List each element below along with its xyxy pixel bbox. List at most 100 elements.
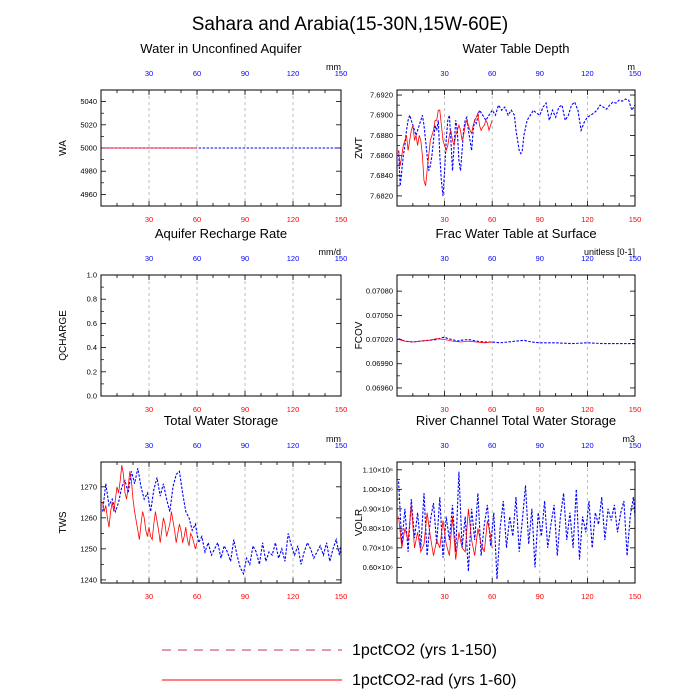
y-tick-label: 0.07050 xyxy=(366,311,393,320)
x-tick-label-bottom: 60 xyxy=(193,215,201,224)
x-tick-label-bottom: 30 xyxy=(440,215,448,224)
y-tick-label: 0.60×10⁶ xyxy=(363,563,393,572)
x-tick-label-bottom: 90 xyxy=(241,405,249,414)
x-tick-label-top: 60 xyxy=(193,254,201,263)
y-tick-label: 5040 xyxy=(80,97,97,106)
y-tick-label: 7.6840 xyxy=(370,171,393,180)
x-tick-label-bottom: 90 xyxy=(241,592,249,601)
x-tick-label-top: 150 xyxy=(629,441,642,450)
y-tick-label: 7.6920 xyxy=(370,91,393,100)
y-tick-label: 7.6900 xyxy=(370,111,393,120)
x-tick-label-top: 90 xyxy=(536,69,544,78)
panel-3: Frac Water Table at Surface unitless [0-1… xyxy=(354,226,641,414)
x-tick-label-top: 60 xyxy=(488,69,496,78)
panel-title: Total Water Storage xyxy=(164,413,278,428)
y-tick-label: 0.2 xyxy=(87,367,97,376)
x-tick-label-top: 120 xyxy=(287,441,300,450)
x-tick-label-top: 150 xyxy=(335,441,348,450)
y-axis-label: QCHARGE xyxy=(58,310,69,361)
x-tick-label-bottom: 150 xyxy=(335,215,348,224)
x-tick-label-top: 30 xyxy=(440,254,448,263)
panel-units: mm xyxy=(326,434,341,444)
x-tick-label-top: 90 xyxy=(536,254,544,263)
panel-title: River Channel Total Water Storage xyxy=(416,413,616,428)
y-tick-label: 7.6880 xyxy=(370,131,393,140)
plot-frame xyxy=(100,89,342,207)
panel-units: mm xyxy=(326,62,341,72)
x-tick-label-bottom: 60 xyxy=(488,405,496,414)
y-tick-label: 0.06990 xyxy=(366,359,393,368)
plot-frame xyxy=(396,89,636,207)
x-tick-label-bottom: 30 xyxy=(145,215,153,224)
y-tick-label: 0.0 xyxy=(87,392,97,401)
x-tick-label-top: 120 xyxy=(287,254,300,263)
panel-title: Water in Unconfined Aquifer xyxy=(140,41,302,56)
y-tick-label: 0.4 xyxy=(87,343,97,352)
x-tick-label-bottom: 30 xyxy=(440,405,448,414)
y-tick-label: 1.0 xyxy=(87,271,97,280)
x-tick-label-bottom: 150 xyxy=(629,592,642,601)
panel-2: Aquifer Recharge Rate mm/d 30 30 60 60 90 90 120… xyxy=(58,226,347,414)
x-tick-label-top: 90 xyxy=(536,441,544,450)
x-tick-label-top: 120 xyxy=(287,69,300,78)
y-tick-label: 0.80×10⁶ xyxy=(363,524,393,533)
y-axis-label: FCOV xyxy=(354,321,365,349)
series-line-1pctco2 xyxy=(398,471,635,580)
x-tick-label-top: 30 xyxy=(440,69,448,78)
panel-0: Water in Unconfined Aquifer mm 30 30 60 60 90 9… xyxy=(58,41,347,224)
x-tick-label-bottom: 120 xyxy=(287,405,300,414)
panel-4: Total Water Storage mm 30 30 60 60 90 90 120 120 1… xyxy=(58,413,347,601)
x-tick-label-top: 60 xyxy=(193,69,201,78)
y-tick-label: 0.70×10⁶ xyxy=(363,543,393,552)
series-line-1pctco2 xyxy=(398,336,635,345)
x-tick-label-bottom: 120 xyxy=(581,592,594,601)
x-tick-label-top: 60 xyxy=(193,441,201,450)
y-tick-label: 0.07020 xyxy=(366,335,393,344)
x-tick-label-top: 120 xyxy=(581,254,594,263)
series-line-1pctco2-rad xyxy=(102,465,198,549)
panel-1: Water Table Depth m 30 30 60 60 90 90 120 120 150 1… xyxy=(354,41,641,224)
x-tick-label-top: 30 xyxy=(145,69,153,78)
x-tick-label-top: 150 xyxy=(629,69,642,78)
plot-frame xyxy=(100,274,342,397)
x-tick-label-top: 90 xyxy=(241,441,249,450)
y-axis-label: VOLR xyxy=(354,509,365,536)
x-tick-label-bottom: 120 xyxy=(287,215,300,224)
x-tick-label-bottom: 60 xyxy=(193,405,201,414)
y-tick-label: 1260 xyxy=(80,513,97,522)
series-line-1pctco2 xyxy=(398,98,635,196)
y-tick-label: 4980 xyxy=(80,167,97,176)
panel-units: m3 xyxy=(622,434,635,444)
y-axis-label: ZWT xyxy=(354,137,365,159)
y-tick-label: 0.6 xyxy=(87,319,97,328)
x-tick-label-top: 30 xyxy=(145,441,153,450)
series-line-1pctco2-rad xyxy=(398,109,493,186)
legend: 1pctCO2 (yrs 1-150) 1pctCO2-rad (yrs 1-6… xyxy=(162,642,517,689)
y-tick-label: 1240 xyxy=(80,575,97,584)
x-tick-label-bottom: 60 xyxy=(193,592,201,601)
x-tick-label-bottom: 60 xyxy=(488,592,496,601)
x-tick-label-bottom: 150 xyxy=(629,215,642,224)
y-tick-label: 5000 xyxy=(80,144,97,153)
series-line-1pctco2 xyxy=(102,468,341,576)
y-axis-label: TWS xyxy=(58,511,69,534)
legend-label-1pctco2-rad: 1pctCO2-rad (yrs 1-60) xyxy=(352,672,517,689)
panel-title: Aquifer Recharge Rate xyxy=(155,226,287,241)
x-tick-label-bottom: 90 xyxy=(536,405,544,414)
y-tick-label: 7.6820 xyxy=(370,191,393,200)
plot-frame xyxy=(396,461,636,584)
panel-units: m xyxy=(628,62,636,72)
x-tick-label-bottom: 150 xyxy=(335,405,348,414)
plot-frame xyxy=(100,461,342,584)
x-tick-label-bottom: 30 xyxy=(440,592,448,601)
x-tick-label-bottom: 30 xyxy=(145,592,153,601)
y-tick-label: 0.07080 xyxy=(366,287,393,296)
x-tick-label-top: 90 xyxy=(241,69,249,78)
x-tick-label-bottom: 90 xyxy=(536,215,544,224)
x-tick-label-top: 60 xyxy=(488,254,496,263)
x-tick-label-bottom: 90 xyxy=(241,215,249,224)
figure-title: Sahara and Arabia(15-30N,15W-60E) xyxy=(192,14,509,35)
y-tick-label: 1250 xyxy=(80,544,97,553)
y-tick-label: 1.10×10⁶ xyxy=(363,465,393,474)
